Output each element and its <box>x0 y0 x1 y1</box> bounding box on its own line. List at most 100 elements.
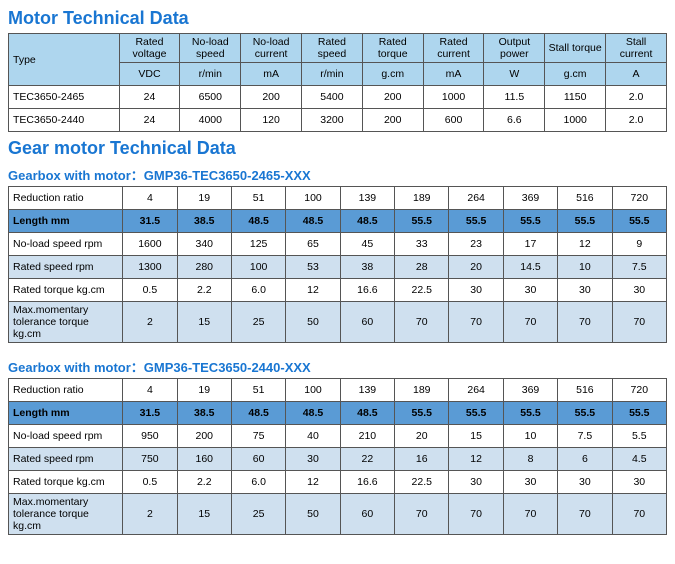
gear-cell: 25 <box>231 302 285 343</box>
gear-cell: 2 <box>123 302 177 343</box>
gear-cell: 28 <box>395 256 449 279</box>
motor-cell: 200 <box>241 86 302 109</box>
param-label: Max.momentary tolerance torque kg.cm <box>9 494 123 535</box>
gearbox-table: Reduction ratio4195110013918926436951672… <box>8 186 667 343</box>
gear-cell: 48.5 <box>231 402 285 425</box>
gear-cell: 7.5 <box>558 425 612 448</box>
motor-cell: 5400 <box>302 86 363 109</box>
gear-cell: 19 <box>177 187 231 210</box>
unit-header: g.cm <box>545 63 606 86</box>
gear-cell: 369 <box>503 379 557 402</box>
gear-cell: 139 <box>340 379 394 402</box>
gear-cell: 280 <box>177 256 231 279</box>
gear-cell: 20 <box>449 256 503 279</box>
gear-cell: 2.2 <box>177 279 231 302</box>
gear-cell: 369 <box>503 187 557 210</box>
param-label: Max.momentary tolerance torque kg.cm <box>9 302 123 343</box>
motor-cell: 24 <box>119 86 180 109</box>
gear-cell: 38.5 <box>177 402 231 425</box>
gear-cell: 14.5 <box>503 256 557 279</box>
gear-cell: 6.0 <box>231 471 285 494</box>
unit-header: VDC <box>119 63 180 86</box>
motor-cell: 2.0 <box>606 109 667 132</box>
gear-cell: 15 <box>449 425 503 448</box>
gear-cell: 53 <box>286 256 340 279</box>
gear-cell: 65 <box>286 233 340 256</box>
gear-cell: 4 <box>123 379 177 402</box>
gear-cell: 5.5 <box>612 425 666 448</box>
gear-cell: 19 <box>177 379 231 402</box>
gear-cell: 17 <box>503 233 557 256</box>
motor-type: TEC3650-2465 <box>9 86 120 109</box>
gear-cell: 4 <box>123 187 177 210</box>
gear-cell: 30 <box>449 279 503 302</box>
motor-cell: 3200 <box>302 109 363 132</box>
gear-cell: 8 <box>503 448 557 471</box>
gear-cell: 4.5 <box>612 448 666 471</box>
gear-cell: 9 <box>612 233 666 256</box>
gear-cell: 10 <box>558 256 612 279</box>
gear-cell: 23 <box>449 233 503 256</box>
gear-cell: 2 <box>123 494 177 535</box>
col-header: Rated voltage <box>119 34 180 63</box>
col-header: No-load current <box>241 34 302 63</box>
motor-cell: 200 <box>362 109 423 132</box>
gear-cell: 30 <box>612 279 666 302</box>
motor-cell: 200 <box>362 86 423 109</box>
gear-cell: 100 <box>286 187 340 210</box>
gear-cell: 6.0 <box>231 279 285 302</box>
gear-cell: 22.5 <box>395 471 449 494</box>
gear-cell: 22 <box>340 448 394 471</box>
gear-cell: 6 <box>558 448 612 471</box>
param-label: No-load speed rpm <box>9 233 123 256</box>
gear-cell: 264 <box>449 187 503 210</box>
col-header: Output power <box>484 34 545 63</box>
gear-cell: 55.5 <box>395 402 449 425</box>
gear-cell: 16 <box>395 448 449 471</box>
gear-cell: 516 <box>558 379 612 402</box>
gear-cell: 38 <box>340 256 394 279</box>
motor-cell: 1000 <box>423 86 484 109</box>
col-header: Rated torque <box>362 34 423 63</box>
param-label: Reduction ratio <box>9 187 123 210</box>
gear-cell: 31.5 <box>123 210 177 233</box>
unit-header: W <box>484 63 545 86</box>
gear-cell: 55.5 <box>558 402 612 425</box>
gear-cell: 189 <box>395 379 449 402</box>
gear-cell: 125 <box>231 233 285 256</box>
unit-header: mA <box>423 63 484 86</box>
gear-cell: 70 <box>558 494 612 535</box>
gear-cell: 55.5 <box>558 210 612 233</box>
gear-cell: 50 <box>286 302 340 343</box>
gear-cell: 16.6 <box>340 471 394 494</box>
col-header: Stall torque <box>545 34 606 63</box>
gear-cell: 48.5 <box>340 402 394 425</box>
gear-cell: 70 <box>558 302 612 343</box>
gear-cell: 60 <box>340 494 394 535</box>
param-label: Rated torque kg.cm <box>9 279 123 302</box>
motor-cell: 6.6 <box>484 109 545 132</box>
unit-header: r/min <box>302 63 363 86</box>
gear-cell: 55.5 <box>503 402 557 425</box>
motor-cell: 600 <box>423 109 484 132</box>
gear-cell: 200 <box>177 425 231 448</box>
gear-cell: 45 <box>340 233 394 256</box>
gear-cell: 950 <box>123 425 177 448</box>
gear-cell: 55.5 <box>612 402 666 425</box>
gear-cell: 12 <box>449 448 503 471</box>
motor-title: Motor Technical Data <box>8 8 667 29</box>
gear-cell: 48.5 <box>340 210 394 233</box>
motor-cell: 4000 <box>180 109 241 132</box>
gear-cell: 7.5 <box>612 256 666 279</box>
gear-cell: 15 <box>177 302 231 343</box>
col-header: Rated current <box>423 34 484 63</box>
gear-cell: 720 <box>612 187 666 210</box>
gear-cell: 60 <box>340 302 394 343</box>
gear-cell: 264 <box>449 379 503 402</box>
gear-cell: 189 <box>395 187 449 210</box>
gear-cell: 40 <box>286 425 340 448</box>
gear-cell: 70 <box>395 494 449 535</box>
motor-cell: 1150 <box>545 86 606 109</box>
motor-cell: 6500 <box>180 86 241 109</box>
gear-cell: 51 <box>231 187 285 210</box>
